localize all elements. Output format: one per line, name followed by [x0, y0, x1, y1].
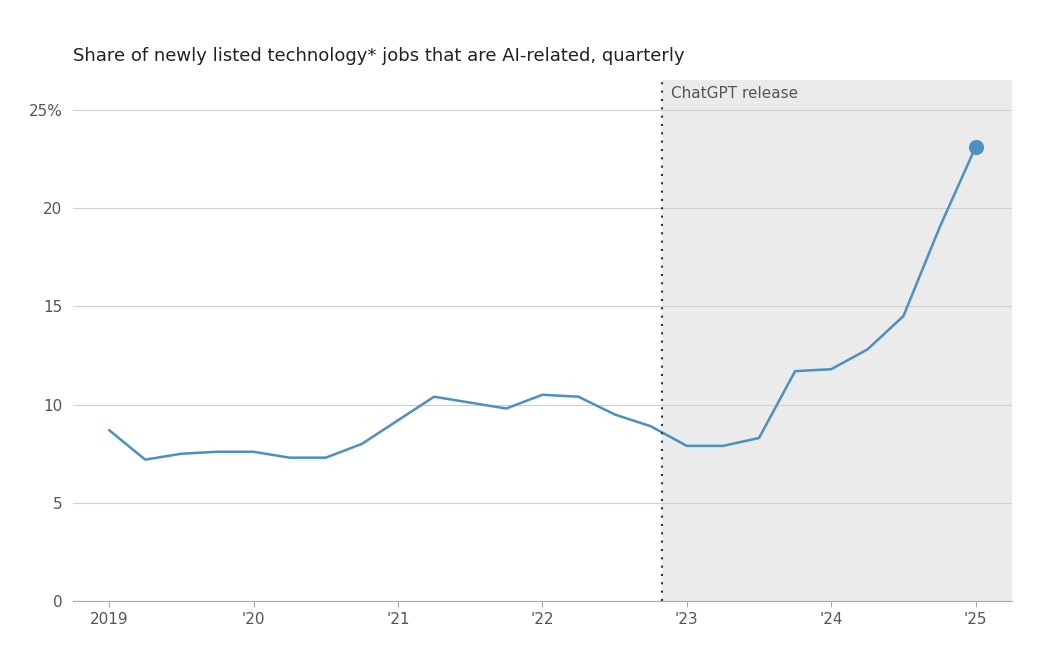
Point	[967, 142, 984, 152]
Text: ChatGPT release: ChatGPT release	[671, 86, 798, 102]
Bar	[662, 80, 1012, 601]
Text: Share of newly listed technology* jobs that are AI-related, quarterly: Share of newly listed technology* jobs t…	[73, 47, 684, 65]
